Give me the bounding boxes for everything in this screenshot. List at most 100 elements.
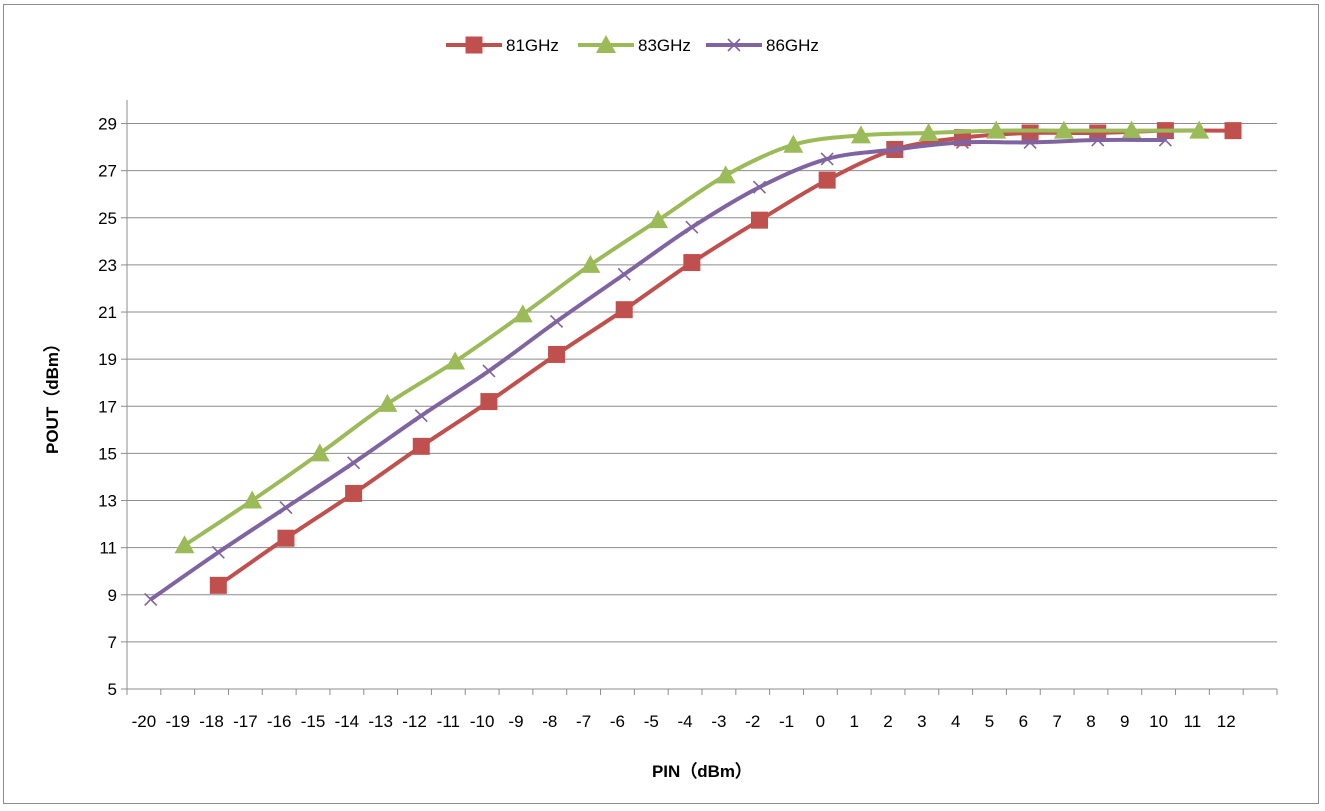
y-tick-label: 29 xyxy=(98,115,117,134)
data-point-81ghz xyxy=(548,345,566,363)
x-tick-label: 10 xyxy=(1149,712,1168,731)
legend-swatch-marker xyxy=(727,38,741,52)
data-point-83ghz xyxy=(1053,120,1074,139)
x-tick-label: -4 xyxy=(678,712,693,731)
axes xyxy=(121,100,1278,695)
x-tick-label: 6 xyxy=(1019,712,1028,731)
data-point-86ghz xyxy=(414,409,428,423)
y-axis-ticks: 5 7 9 11 13 15 17 19 21 23 25 27 29 xyxy=(98,115,117,699)
data-point-81ghz xyxy=(345,484,363,502)
legend-label: 81GHz xyxy=(506,36,559,55)
data-point-86ghz xyxy=(1023,135,1037,149)
x-tick-label: -20 xyxy=(132,712,157,731)
legend-swatch-marker xyxy=(596,35,616,53)
y-tick-label: 11 xyxy=(99,539,117,558)
x-tick-label: -6 xyxy=(610,712,625,731)
data-point-83ghz xyxy=(512,304,533,323)
legend-label: 86GHz xyxy=(766,36,819,55)
series-line-83ghz xyxy=(183,128,1200,547)
x-tick-label: 7 xyxy=(1052,712,1061,731)
legend-label: 83GHz xyxy=(638,36,691,55)
series-group xyxy=(144,120,1242,607)
y-tick-label: 9 xyxy=(108,586,117,605)
x-axis-title: PIN（dBm） xyxy=(652,761,752,781)
y-tick-label: 7 xyxy=(108,633,117,652)
x-tick-label: 4 xyxy=(951,712,960,731)
x-tick-label: -10 xyxy=(470,712,495,731)
data-point-86ghz xyxy=(955,135,970,149)
series-line-86ghz xyxy=(149,137,1166,602)
y-axis-title: POUT（dBm） xyxy=(42,335,62,454)
data-point-86ghz xyxy=(549,314,564,329)
legend-swatch-marker xyxy=(465,36,483,54)
data-point-83ghz xyxy=(1121,120,1142,139)
data-point-81ghz xyxy=(277,529,295,547)
x-tick-label: -18 xyxy=(199,712,224,731)
legend: 81GHz 83GHz 86GHz xyxy=(446,35,819,55)
data-point-83ghz xyxy=(648,210,669,229)
x-tick-label: -11 xyxy=(437,712,460,731)
y-tick-label: 27 xyxy=(98,162,117,181)
data-point-83ghz xyxy=(445,351,466,370)
data-point-86ghz xyxy=(617,267,631,281)
x-tick-label: 12 xyxy=(1217,712,1236,731)
data-point-86ghz xyxy=(347,456,361,470)
data-point-83ghz xyxy=(309,443,330,462)
data-point-86ghz xyxy=(144,592,158,607)
legend-item-86ghz: 86GHz xyxy=(706,36,819,55)
x-tick-label: -3 xyxy=(711,712,726,731)
x-tick-label: 8 xyxy=(1086,712,1095,731)
data-point-83ghz xyxy=(1189,120,1210,139)
series-86ghz xyxy=(144,133,1172,607)
x-tick-label: -17 xyxy=(233,712,258,731)
data-point-83ghz xyxy=(174,535,195,554)
data-point-86ghz xyxy=(1158,133,1172,147)
y-tick-label: 19 xyxy=(98,350,117,369)
x-tick-label: -1 xyxy=(779,712,794,731)
x-tick-label: -5 xyxy=(644,712,659,731)
series-83ghz xyxy=(174,120,1210,554)
data-point-81ghz xyxy=(1224,122,1242,140)
y-tick-label: 25 xyxy=(98,209,117,228)
x-tick-label: -16 xyxy=(267,712,292,731)
data-point-83ghz xyxy=(850,125,871,144)
legend-item-81ghz: 81GHz xyxy=(446,36,559,55)
x-tick-label: 1 xyxy=(849,712,858,731)
data-point-81ghz xyxy=(615,301,633,319)
y-tick-label: 15 xyxy=(98,444,117,463)
x-tick-label: 2 xyxy=(883,712,892,731)
x-tick-label: -14 xyxy=(335,712,360,731)
data-point-86ghz xyxy=(888,142,902,157)
x-axis-ticks: -20 -19 -18 -17 -16 -15 -14 -13 -12 -11 -10 -9 -8 -7-… xyxy=(132,712,1236,731)
y-tick-label: 17 xyxy=(98,397,117,416)
y-tick-label: 21 xyxy=(98,303,117,322)
x-tick-label: 0 xyxy=(816,712,825,731)
x-tick-label: 5 xyxy=(985,712,994,731)
data-point-86ghz xyxy=(211,545,225,559)
data-point-81ghz xyxy=(480,393,498,411)
x-tick-label: 11 xyxy=(1184,712,1202,731)
data-point-81ghz xyxy=(1021,124,1039,142)
legend-item-83ghz: 83GHz xyxy=(578,35,691,55)
data-point-86ghz xyxy=(752,180,767,194)
data-point-83ghz xyxy=(580,254,601,273)
data-point-83ghz xyxy=(918,122,939,141)
x-tick-label: -15 xyxy=(301,712,326,731)
y-tick-label: 13 xyxy=(98,492,117,511)
data-point-83ghz xyxy=(242,490,263,509)
data-point-86ghz xyxy=(820,152,834,166)
data-point-86ghz xyxy=(482,364,496,378)
series-81ghz xyxy=(209,122,1242,594)
x-tick-label: -12 xyxy=(402,712,427,731)
series-line-81ghz xyxy=(217,128,1234,587)
x-tick-label: -2 xyxy=(745,712,760,731)
data-point-86ghz xyxy=(1091,133,1105,147)
gridlines xyxy=(127,123,1277,643)
data-point-83ghz xyxy=(377,393,398,412)
x-tick-label: -7 xyxy=(576,712,591,731)
x-tick-label: 9 xyxy=(1120,712,1129,731)
data-point-86ghz xyxy=(685,220,699,234)
data-point-81ghz xyxy=(683,254,701,272)
data-point-81ghz xyxy=(751,211,768,229)
